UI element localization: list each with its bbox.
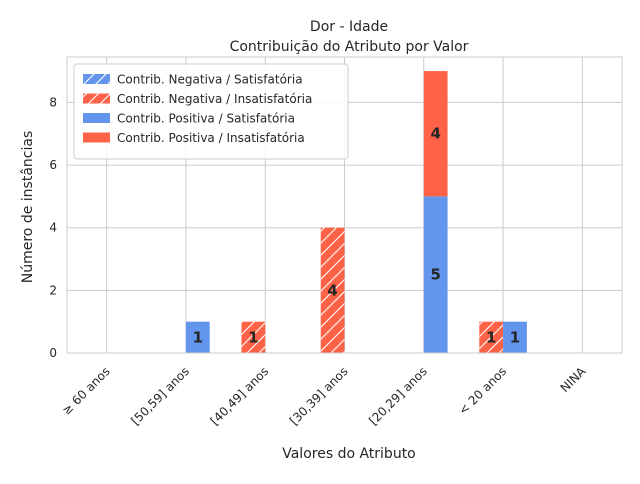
legend-swatch-hatch xyxy=(83,74,110,84)
data-label: 4 xyxy=(327,281,337,299)
data-label: 1 xyxy=(486,328,496,346)
data-label: 1 xyxy=(193,328,203,346)
x-tick-label: [30,39] anos xyxy=(287,364,351,428)
legend-swatch xyxy=(83,113,110,123)
bar-hatch xyxy=(241,321,266,353)
bars xyxy=(185,71,527,353)
chart-subtitle: Contribuição do Atributo por Valor xyxy=(230,39,469,55)
x-axis-ticks: ≥ 60 anos [50,59] anos [40,49] anos [30,39]… xyxy=(59,364,589,428)
y-axis-ticks: 0 2 4 6 8 xyxy=(49,95,57,360)
legend-entry: Contrib. Negativa / Insatisfatória xyxy=(117,92,312,106)
data-label: 1 xyxy=(510,328,520,346)
data-label: 4 xyxy=(430,125,440,143)
legend: Contrib. Negativa / Satisfatória Contrib.… xyxy=(73,63,349,160)
chart-title: Dor - Idade xyxy=(310,19,388,35)
legend-box xyxy=(73,63,349,160)
x-axis-label: Valores do Atributo xyxy=(282,446,416,462)
bar-segment xyxy=(185,321,210,353)
legend-entry: Contrib. Positiva / Satisfatória xyxy=(117,112,295,126)
legend-swatch xyxy=(83,132,110,143)
x-tick-label: [40,49] anos xyxy=(208,364,272,428)
bar-hatch xyxy=(479,321,504,353)
bar-segment xyxy=(503,321,527,353)
y-tick-label: 6 xyxy=(49,158,57,172)
data-label: 1 xyxy=(248,328,258,346)
x-tick-label: NINA xyxy=(558,364,589,395)
x-tick-label: < 20 anos xyxy=(456,364,509,417)
legend-entry: Contrib. Positiva / Insatisfatória xyxy=(117,131,305,145)
plot-frame xyxy=(66,56,623,354)
x-tick-label: [50,59] anos xyxy=(128,364,192,428)
data-label: 5 xyxy=(430,266,440,284)
y-tick-label: 4 xyxy=(49,221,57,235)
y-tick-label: 0 xyxy=(49,346,57,360)
x-tick-label: ≥ 60 anos xyxy=(59,364,112,417)
bar-segment xyxy=(423,196,448,353)
bar-segment xyxy=(423,71,448,197)
legend-entry: Contrib. Negativa / Satisfatória xyxy=(117,73,303,87)
y-tick-label: 2 xyxy=(49,283,57,297)
y-tick-label: 8 xyxy=(49,95,57,109)
x-tick-label: [20,29] anos xyxy=(366,364,430,428)
legend-swatch-hatch xyxy=(83,93,110,104)
bar-hatch xyxy=(320,227,345,353)
y-axis-label: Número de instâncias xyxy=(20,131,36,283)
